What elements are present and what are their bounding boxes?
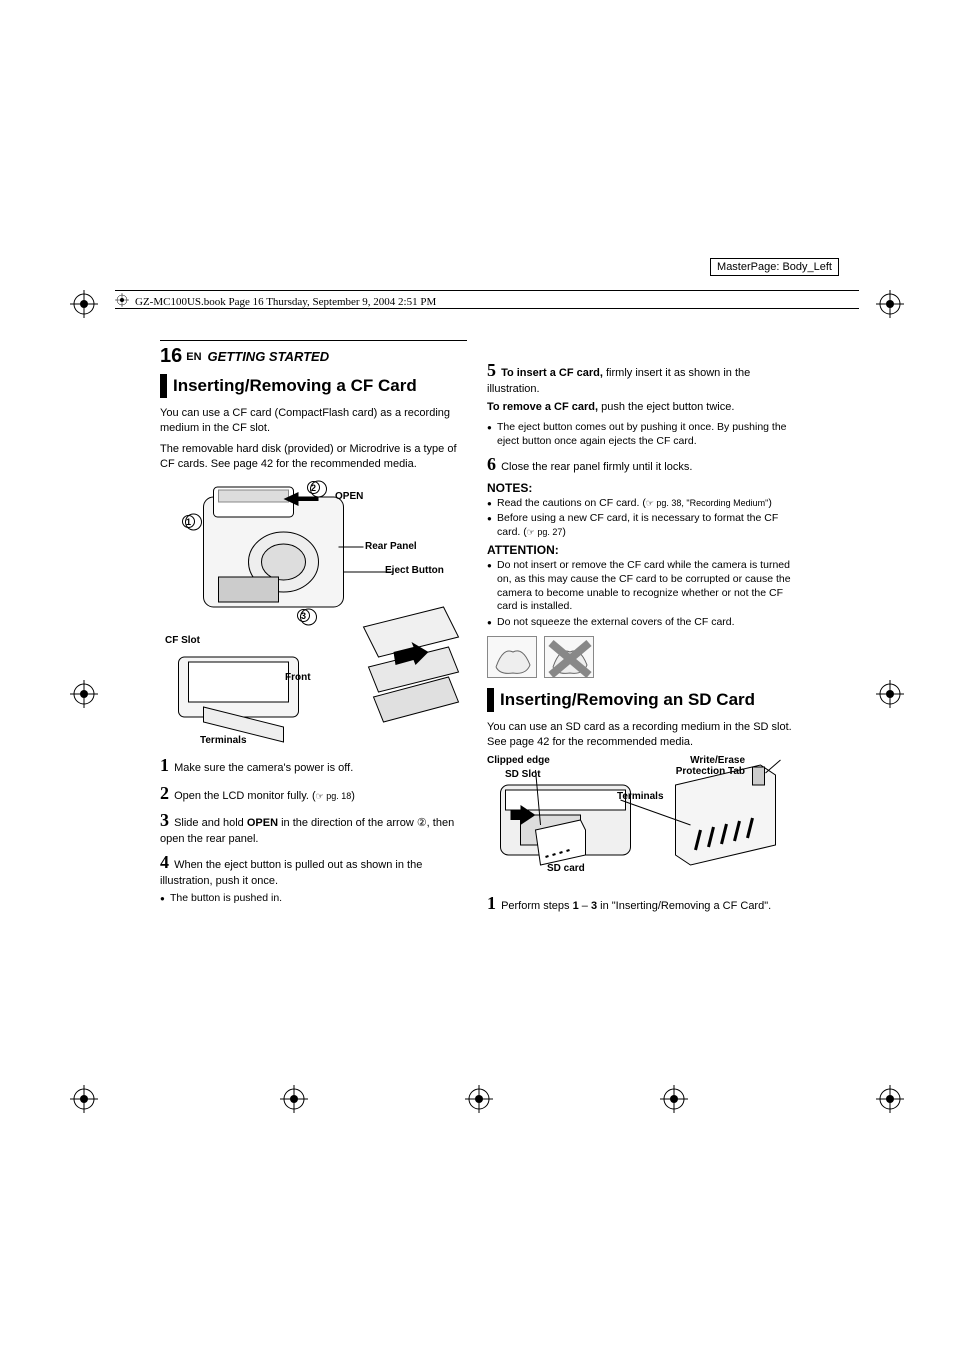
left-column: 16 EN GETTING STARTED Inserting/Removing… [160,340,467,919]
diagram-label-terminals: Terminals [200,735,247,746]
cf-step-2b: ) [351,790,355,802]
page-content: 16 EN GETTING STARTED Inserting/Removing… [160,340,794,919]
header-text: GZ-MC100US.book Page 16 Thursday, Septem… [135,296,436,308]
cf-intro-1: You can use a CF card (CompactFlash card… [160,406,467,436]
cf-step-2-ref: ☞ pg. 18 [316,790,352,802]
cf-diagram-svg [160,477,467,747]
sd-label-card: SD card [547,863,585,874]
sd-step-1: 1 Perform steps 1 – 3 in "Inserting/Remo… [487,891,794,915]
crop-mark-bot-3 [465,1085,493,1113]
cf-step-3: 3 Slide and hold OPEN in the direction o… [160,808,467,847]
sd-label-clipped: Clipped edge [487,755,550,766]
diagram-label-eject: Eject Button [385,565,444,576]
cf-step-3a: Slide and hold [174,817,247,829]
section-header: 16 EN GETTING STARTED [160,340,467,368]
sd-step-1b: in "Inserting/Removing a CF Card". [597,900,771,912]
cf-step-5-remove: To remove a CF card, push the eject butt… [487,400,794,415]
attention-2: Do not squeeze the external covers of th… [487,616,794,630]
sd-title-accent-bar [487,688,494,712]
cf-step-4-text: When the eject button is pulled out as s… [160,859,422,887]
sd-label-terminals: Terminals [617,791,664,802]
notes-heading: NOTES: [487,481,794,495]
hand-sketch-1 [487,636,537,678]
section-name: GETTING STARTED [208,349,330,364]
cf-diagram: 1 2 3 OPEN Rear Panel Eject Button CF Sl… [160,477,467,747]
cf-step-5-bullet-1: The eject button comes out by pushing it… [487,421,794,448]
hand-sketch-2-x [544,636,594,678]
crop-mark-top-right [876,290,904,318]
cf-intro-2: The removable hard disk (provided) or Mi… [160,442,467,472]
cf-step-5-remove-rest: push the eject button twice. [598,401,734,413]
note-2-ref: ☞ pg. 27 [527,527,563,539]
cf-step-5-remove-bold: To remove a CF card, [487,401,598,413]
attention-1: Do not insert or remove the CF card whil… [487,559,794,614]
sd-diagram: Clipped edge SD Slot Write/Erase Protect… [487,755,794,885]
cf-step-2a: Open the LCD monitor fully. ( [174,790,316,802]
cf-step-1-text: Make sure the camera's power is off. [174,762,353,774]
cf-step-4: 4 When the eject button is pulled out as… [160,850,467,889]
sd-label-write-erase: Write/Erase Protection Tab [655,755,745,777]
right-column: 5 To insert a CF card, firmly insert it … [487,340,794,919]
attention-list: Do not insert or remove the CF card whil… [487,559,794,629]
sd-intro: You can use an SD card as a recording me… [487,720,794,750]
note-2: Before using a new CF card, it is necess… [487,512,794,539]
cf-step-2: 2 Open the LCD monitor fully. (☞ pg. 18) [160,781,467,805]
cf-step-6-text: Close the rear panel firmly until it loc… [501,461,692,473]
diagram-label-open: OPEN [335,491,363,502]
page-header: GZ-MC100US.book Page 16 Thursday, Septem… [115,290,859,310]
header-rule [115,308,859,309]
notes-list: Read the cautions on CF card. (☞ pg. 38,… [487,497,794,540]
cf-step-6: 6 Close the rear panel firmly until it l… [487,452,794,476]
attention-heading: ATTENTION: [487,543,794,557]
diagram-label-rear: Rear Panel [365,541,417,552]
crop-mark-bot-2 [280,1085,308,1113]
crop-mark-mid-left [70,680,98,708]
crop-mark-top-left [70,290,98,318]
diagram-label-cfslot: CF Slot [165,635,200,646]
crop-mark-mid-right [876,680,904,708]
cf-step-4-bullet-1: The button is pushed in. [160,892,467,906]
lang-code: EN [186,351,201,363]
note-1a: Read the cautions on CF card. ( [497,497,646,509]
page-number: 16 [160,345,182,368]
sd-step-1a: Perform steps [501,900,573,912]
note-1-ref: ☞ pg. 38, "Recording Medium" [646,498,769,510]
cf-title: Inserting/Removing a CF Card [173,376,417,396]
cf-title-bar: Inserting/Removing a CF Card [160,374,467,398]
crop-mark-bot-4 [660,1085,688,1113]
cf-step-1: 1 Make sure the camera's power is off. [160,753,467,777]
cf-step-5: 5 To insert a CF card, firmly insert it … [487,358,794,397]
cf-step-4-bullets: The button is pushed in. [160,892,467,906]
sd-title-bar: Inserting/Removing an SD Card [487,688,794,712]
sd-title: Inserting/Removing an SD Card [500,690,755,710]
note-2b: ) [562,526,566,538]
title-accent-bar [160,374,167,398]
cf-step-5-bold: To insert a CF card, [501,367,603,379]
cf-step-3-bold: OPEN [247,817,278,829]
diagram-label-front: Front [285,672,311,683]
cf-step-5-bullets: The eject button comes out by pushing it… [487,421,794,448]
squeeze-illustration [487,636,794,678]
crop-mark-bot-left [70,1085,98,1113]
crop-mark-bot-right [876,1085,904,1113]
note-1: Read the cautions on CF card. (☞ pg. 38,… [487,497,794,511]
sd-step-1-mid: – [579,900,591,912]
sd-label-slot: SD Slot [505,769,541,780]
masterpage-label: MasterPage: Body_Left [710,258,839,276]
note-1b: ) [768,497,772,509]
